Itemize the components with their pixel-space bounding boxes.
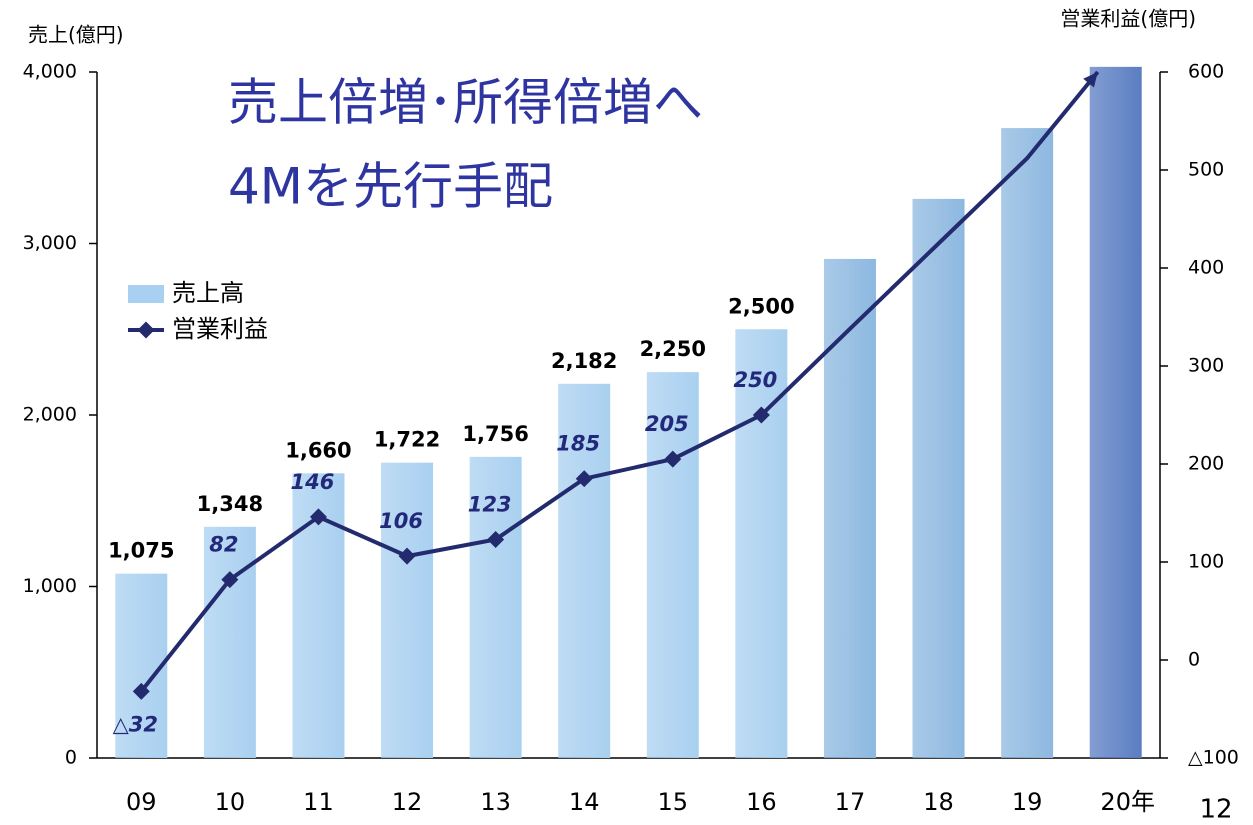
- y2-tick-label: 300: [1188, 355, 1224, 377]
- y2-tick-label: 500: [1188, 159, 1224, 181]
- bar: [115, 573, 168, 758]
- legend-marker: [137, 321, 155, 339]
- x-tick-label: 19: [1012, 788, 1043, 816]
- bar: [203, 526, 256, 758]
- profit-marker: [309, 508, 327, 526]
- x-tick-label: 16: [746, 788, 777, 816]
- profit-value-label: 250: [733, 368, 777, 392]
- legend-swatch: [128, 285, 164, 303]
- x-tick-label: 13: [480, 788, 511, 816]
- x-tick-label: 17: [835, 788, 866, 816]
- x-tick-label: 15: [658, 788, 689, 816]
- bar-value-label: 1,756: [462, 422, 528, 446]
- arrow-head: [1083, 72, 1098, 88]
- profit-marker: [664, 450, 682, 468]
- bar-value-label: 2,500: [728, 294, 794, 318]
- profit-value-label: 185: [556, 432, 600, 456]
- profit-marker: [132, 682, 150, 700]
- bar: [1089, 66, 1142, 759]
- profit-marker: [487, 530, 505, 548]
- y2-tick-label: 0: [1188, 649, 1200, 671]
- bar-value-label: 2,250: [640, 337, 706, 361]
- y2-tick-label: 200: [1188, 453, 1224, 475]
- y-tick-label: 1,000: [23, 575, 77, 597]
- y2-tick-label: 600: [1188, 61, 1224, 83]
- profit-marker: [398, 547, 416, 565]
- y2-tick-label: 400: [1188, 257, 1224, 279]
- legend-label: 売上高: [172, 279, 244, 307]
- y-tick-label: 4,000: [23, 61, 77, 83]
- bar-value-label: 1,660: [285, 438, 351, 462]
- bar: [912, 198, 965, 758]
- y2-tick-label: 100: [1188, 551, 1224, 573]
- x-tick-label: 14: [569, 788, 600, 816]
- profit-marker: [575, 470, 593, 488]
- bar: [823, 258, 876, 758]
- x-tick-label: 18: [923, 788, 954, 816]
- y2-axis-label: 営業利益(億円): [1060, 7, 1196, 31]
- profit-value-label: 106: [379, 509, 423, 533]
- legend-label: 営業利益: [172, 315, 268, 343]
- x-tick-label: 12: [392, 788, 423, 816]
- title-line: 売上倍増･所得倍増へ: [228, 74, 703, 132]
- bar-value-label: 2,182: [551, 349, 617, 373]
- bar: [381, 462, 434, 758]
- x-tick-label: 11: [303, 788, 334, 816]
- profit-value-label: 123: [468, 492, 512, 516]
- x-tick-label: 20年: [1100, 788, 1155, 816]
- bar: [735, 329, 788, 758]
- x-tick-label: 09: [126, 788, 157, 816]
- bar: [558, 383, 611, 758]
- bar-value-label: 1,722: [374, 428, 440, 452]
- profit-marker: [221, 571, 239, 589]
- profit-value-label: 82: [209, 533, 238, 557]
- profit-value-label: △32: [113, 712, 158, 736]
- profit-line: [139, 70, 1100, 693]
- y-tick-label: 3,000: [23, 232, 77, 254]
- y-tick-label: 0: [65, 747, 77, 769]
- y-tick-label: 2,000: [23, 404, 77, 426]
- title-line: 4Mを先行手配: [228, 158, 553, 216]
- bar-value-label: 1,348: [197, 492, 263, 516]
- bar: [469, 456, 522, 758]
- y2-tick-label: △100: [1188, 747, 1239, 769]
- y-axis-label: 売上(億円): [28, 23, 124, 47]
- bar: [646, 372, 699, 758]
- page-number: 12: [1199, 795, 1232, 825]
- bar: [1001, 128, 1054, 758]
- x-tick-label: 10: [215, 788, 246, 816]
- profit-value-label: 146: [291, 470, 335, 494]
- profit-marker: [752, 406, 770, 424]
- profit-value-label: 205: [645, 412, 689, 436]
- bar-value-label: 1,075: [108, 539, 174, 563]
